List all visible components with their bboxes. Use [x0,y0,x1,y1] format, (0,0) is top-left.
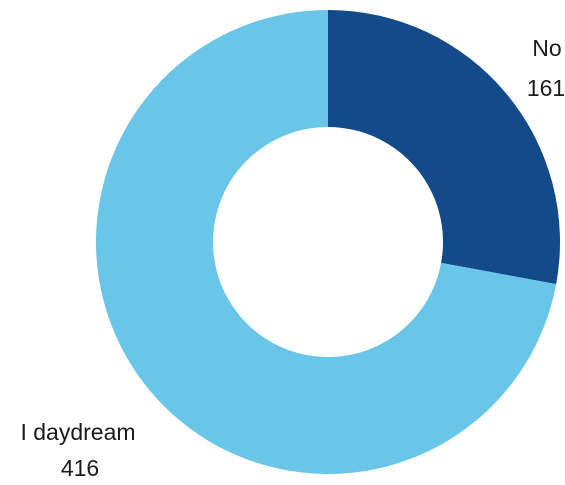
slice-label-daydream: I daydream [20,419,135,445]
slice-value-no: 161 [527,75,565,101]
slice-label-no: No [532,35,561,61]
slices-group [95,10,560,474]
donut-slice-i-daydream [95,10,557,474]
donut-slice-no [328,10,560,285]
slice-value-daydream: 416 [61,455,99,481]
